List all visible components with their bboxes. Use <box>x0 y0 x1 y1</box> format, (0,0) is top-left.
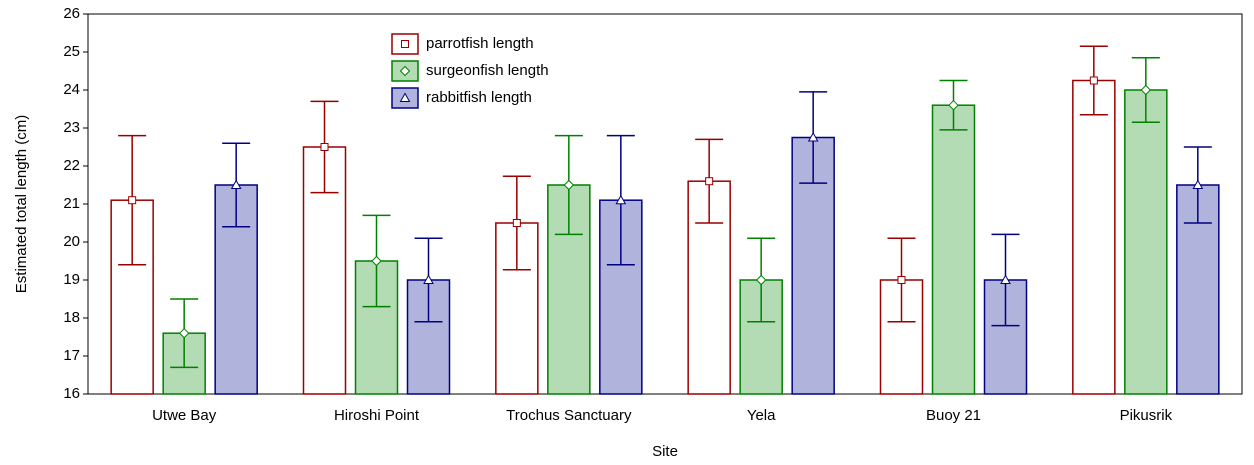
legend-label: rabbitfish length <box>426 89 532 106</box>
marker <box>1089 76 1098 85</box>
y-tick-label: 26 <box>63 5 80 22</box>
x-tick-label: Pikusrik <box>1120 407 1173 424</box>
marker <box>371 255 382 267</box>
y-tick-label: 16 <box>63 385 80 402</box>
marker <box>1140 84 1152 96</box>
marker <box>230 179 242 189</box>
marker <box>755 274 767 286</box>
y-tick-label: 19 <box>63 271 80 288</box>
y-tick-label: 18 <box>63 309 80 326</box>
plot-frame <box>87 13 1243 395</box>
marker <box>807 131 819 142</box>
bar <box>1072 79 1116 395</box>
bar <box>1124 89 1168 395</box>
marker <box>563 179 575 191</box>
marker <box>897 276 906 284</box>
y-tick-label: 22 <box>63 157 80 174</box>
marker <box>1000 274 1011 284</box>
marker <box>401 40 409 48</box>
legend-label: surgeonfish length <box>426 62 549 79</box>
y-tick-label: 21 <box>63 195 80 212</box>
x-tick-label: Buoy 21 <box>926 407 981 424</box>
marker <box>615 194 627 205</box>
y-tick-label: 25 <box>63 43 80 60</box>
marker <box>320 143 329 151</box>
marker <box>1192 179 1204 189</box>
marker <box>128 196 137 205</box>
y-tick-label: 24 <box>63 81 80 98</box>
marker <box>399 92 411 102</box>
y-tick-label: 23 <box>63 119 80 136</box>
x-tick-label: Trochus Sanctuary <box>506 407 632 424</box>
x-tick-label: Hiroshi Point <box>334 407 420 424</box>
x-axis-label: Site <box>652 443 678 460</box>
x-tick-label: Utwe Bay <box>152 407 217 424</box>
marker <box>512 219 521 227</box>
bar <box>931 104 976 395</box>
marker <box>705 177 714 186</box>
legend-label: parrotfish length <box>426 35 534 52</box>
marker <box>948 99 959 111</box>
y-tick-label: 17 <box>63 347 80 364</box>
marker <box>399 65 411 77</box>
x-tick-label: Yela <box>747 407 776 424</box>
marker <box>178 327 190 339</box>
y-axis-label: Estimated total length (cm) <box>13 115 30 293</box>
y-tick-label: 20 <box>63 233 80 250</box>
marker <box>423 274 434 284</box>
